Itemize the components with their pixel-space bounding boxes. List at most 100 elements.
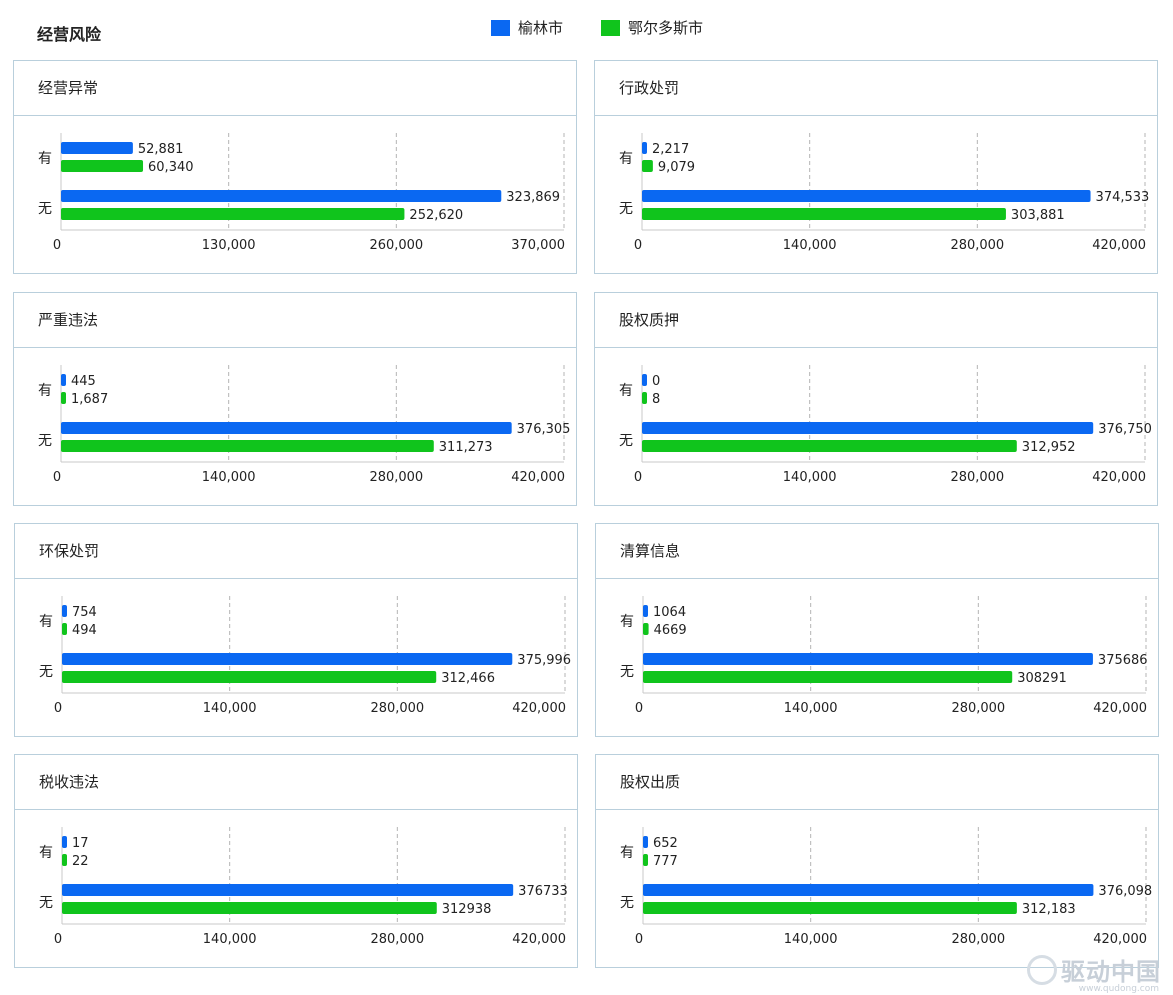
x-tick-label: 140,000 — [784, 932, 838, 947]
x-tick-label: 140,000 — [203, 932, 257, 947]
watermark-url: www.qudong.com — [1078, 984, 1159, 994]
bar — [643, 902, 1017, 914]
legend-label-ordos: 鄂尔多斯市 — [628, 19, 704, 37]
data-label: 445 — [71, 374, 96, 389]
bar — [643, 623, 649, 635]
chart-panel-1: 行政处罚 0 140,000 280,000 420,000 有无 2,217 374,53… — [594, 60, 1158, 274]
x-tick-label: 0 — [634, 470, 642, 485]
data-label: 375,996 — [517, 653, 571, 668]
data-label: 1,687 — [71, 392, 108, 407]
bar — [62, 836, 67, 848]
x-tick-label: 0 — [53, 470, 61, 485]
x-tick-label: 280,000 — [950, 470, 1004, 485]
data-label: 0 — [652, 374, 660, 389]
data-label: 303,881 — [1011, 208, 1065, 223]
data-label: 312,183 — [1022, 902, 1076, 917]
x-tick-label: 0 — [53, 238, 61, 253]
bar — [642, 208, 1006, 220]
chart-panel-2: 严重违法 0 140,000 280,000 420,000 有无 445 376,305 1… — [13, 292, 577, 506]
chart-panel-7: 股权出质 0 140,000 280,000 420,000 有无 652 376,098 7… — [595, 754, 1159, 968]
x-tick-label: 140,000 — [784, 701, 838, 716]
chart-svg: 0 140,000 280,000 420,000 有无 445 376,305 1,687 3… — [38, 365, 571, 485]
data-label: 376,305 — [517, 422, 571, 437]
x-tick-label: 280,000 — [951, 932, 1005, 947]
data-label: 312,952 — [1022, 440, 1076, 455]
chart-panel-0: 经营异常 0 130,000 260,000 370,000 有无 52,881 323,8… — [13, 60, 577, 274]
chart-title: 严重违法 — [14, 293, 576, 348]
chart-svg: 0 140,000 280,000 420,000 有无 1064 375686 4669 30… — [620, 596, 1148, 716]
category-label: 无 — [38, 201, 52, 217]
legend-swatch-yulin — [491, 19, 510, 36]
data-label: 323,869 — [506, 190, 560, 205]
data-label: 22 — [72, 854, 89, 869]
category-label: 有 — [39, 614, 53, 630]
x-tick-label: 0 — [54, 701, 62, 716]
legend: 榆林市 鄂尔多斯市 — [491, 17, 703, 38]
data-label: 4669 — [654, 623, 687, 638]
chart-panel-4: 环保处罚 0 140,000 280,000 420,000 有无 754 375,996 4… — [14, 523, 578, 737]
bar — [61, 392, 66, 404]
x-tick-label: 420,000 — [512, 932, 566, 947]
bar — [62, 884, 514, 896]
category-label: 无 — [39, 895, 53, 911]
chart-svg: 0 130,000 260,000 370,000 有无 52,881 323,869 60,… — [38, 133, 565, 253]
bar — [642, 142, 647, 154]
x-tick-label: 280,000 — [369, 470, 423, 485]
x-tick-label: 260,000 — [369, 238, 423, 253]
bar — [642, 440, 1017, 452]
page-title: 经营风险 — [37, 25, 102, 44]
x-tick-label: 420,000 — [1092, 470, 1146, 485]
bar — [62, 671, 437, 683]
bar — [642, 160, 653, 172]
data-label: 17 — [72, 836, 89, 851]
legend-swatch-ordos — [601, 19, 621, 36]
data-label: 754 — [72, 605, 97, 620]
legend-item-ordos[interactable]: 鄂尔多斯市 — [601, 17, 703, 38]
category-label: 无 — [619, 433, 633, 449]
legend-item-yulin[interactable]: 榆林市 — [491, 17, 563, 38]
chart-title: 清算信息 — [596, 524, 1158, 579]
x-tick-label: 370,000 — [511, 238, 565, 253]
bar — [642, 392, 647, 404]
data-label: 312,466 — [441, 671, 495, 686]
category-label: 无 — [620, 664, 634, 680]
x-tick-label: 420,000 — [1093, 701, 1147, 716]
x-tick-label: 0 — [54, 932, 62, 947]
x-tick-label: 0 — [635, 701, 643, 716]
chart-svg: 0 140,000 280,000 420,000 有无 0 376,750 8 312,952 — [619, 365, 1152, 485]
watermark-text: 驱动中国 — [1061, 958, 1161, 986]
data-label: 376,750 — [1098, 422, 1152, 437]
category-label: 有 — [619, 151, 633, 167]
bar — [642, 190, 1091, 202]
category-label: 有 — [38, 383, 52, 399]
data-label: 376733 — [518, 884, 568, 899]
category-label: 无 — [620, 895, 634, 911]
watermark-logo-icon — [1027, 954, 1057, 985]
x-tick-label: 280,000 — [951, 701, 1005, 716]
data-label: 60,340 — [148, 160, 194, 175]
data-label: 252,620 — [409, 208, 463, 223]
data-label: 375686 — [1098, 653, 1148, 668]
bar — [643, 653, 1093, 665]
x-tick-label: 420,000 — [512, 701, 566, 716]
bar — [62, 653, 513, 665]
x-tick-label: 0 — [635, 932, 643, 947]
chart-title: 税收违法 — [15, 755, 577, 810]
bar — [61, 160, 144, 172]
data-label: 8 — [652, 392, 660, 407]
chart-title: 股权出质 — [596, 755, 1158, 810]
bar — [61, 440, 434, 452]
chart-title: 股权质押 — [595, 293, 1157, 348]
x-tick-label: 420,000 — [511, 470, 565, 485]
data-label: 1064 — [653, 605, 686, 620]
bar — [643, 836, 648, 848]
data-label: 652 — [653, 836, 678, 851]
data-label: 374,533 — [1096, 190, 1150, 205]
bar — [61, 142, 133, 154]
category-label: 有 — [620, 845, 634, 861]
category-label: 有 — [620, 614, 634, 630]
chart-title: 环保处罚 — [15, 524, 577, 579]
chart-svg: 0 140,000 280,000 420,000 有无 652 376,098 777 312… — [620, 827, 1152, 947]
bar — [62, 623, 67, 635]
bar — [61, 190, 502, 202]
